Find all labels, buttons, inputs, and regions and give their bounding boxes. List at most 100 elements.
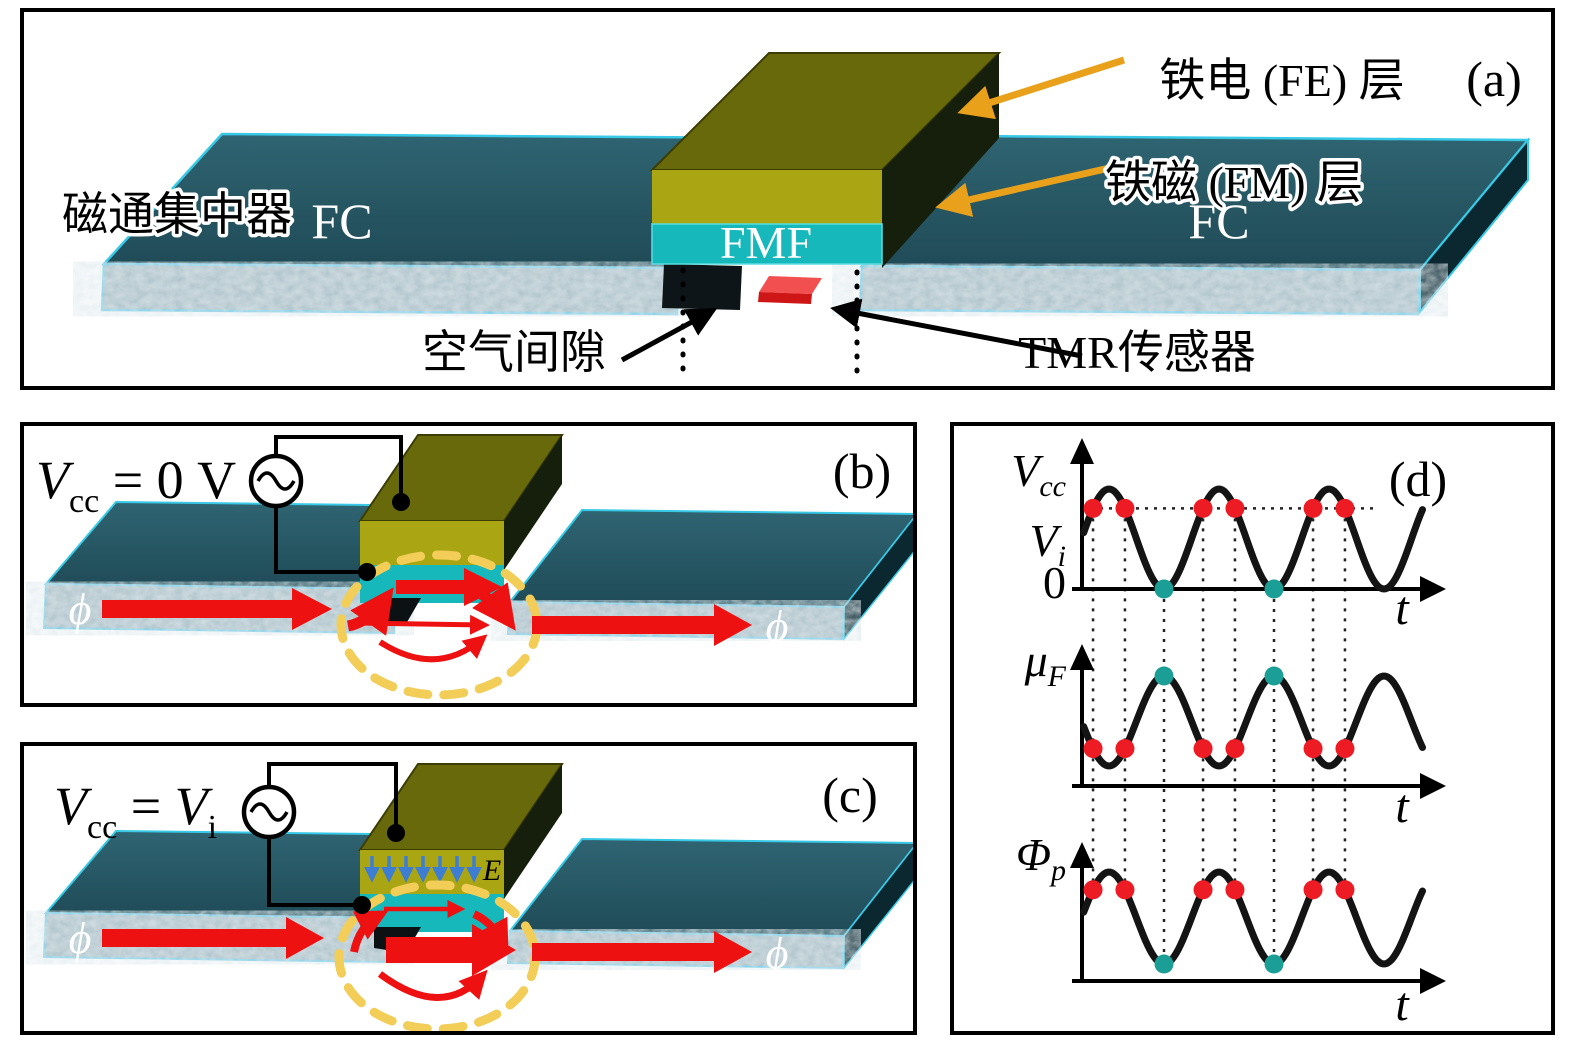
flux-enter-arrow: [350, 910, 389, 953]
x-axis-arrowhead-icon: [1420, 968, 1446, 994]
teal-sample-marker: [1154, 666, 1174, 686]
right-flux-concentrator-slab: [858, 134, 1531, 316]
red-sample-marker: [1115, 880, 1135, 900]
slab-right-side-face: [1419, 137, 1529, 315]
fe-layer-side-face: [504, 764, 562, 899]
fm-layer-label: 铁磁 (FM) 层: [1105, 157, 1363, 208]
red-sample-marker: [1335, 880, 1355, 900]
waveform-curve: [1080, 485, 1426, 593]
left-flux-concentrator-slab: [100, 132, 775, 316]
y-axis-label: 0: [1043, 557, 1066, 608]
x-axis-label: t: [1395, 978, 1410, 1031]
y-axis-label: Vi: [1030, 515, 1066, 573]
wire-top: [274, 435, 403, 500]
y-axis-label: μF: [1024, 635, 1067, 693]
slab-front-face: [100, 262, 681, 316]
panel-c-canvas: Vcc = Vi (c) ϕ ϕ E: [42, 762, 913, 1031]
red-sample-marker: [1193, 498, 1213, 518]
fe-fm-stack: [358, 434, 564, 624]
fe-layer-front-face: [652, 170, 882, 224]
teal-sample-marker: [1264, 579, 1284, 599]
vcc-equation: Vcc = Vi: [54, 776, 217, 846]
teal-sample-marker: [1154, 579, 1174, 599]
y-axis-arrowhead-icon: [1070, 842, 1094, 868]
slab-front-face: [858, 264, 1422, 316]
wire-bottom: [267, 837, 362, 907]
vcc-equation: Vcc = 0 V: [36, 450, 236, 520]
flux-exit-arrow: [471, 582, 516, 631]
terminal-dot-top: [392, 493, 410, 511]
red-sample-marker: [1303, 739, 1323, 759]
air-gap-label: 空气间隙: [422, 327, 606, 378]
red-sample-marker: [1115, 739, 1135, 759]
x-axis-arrowhead-icon: [1420, 773, 1446, 799]
red-sample-marker: [1335, 739, 1355, 759]
phi-label-left: ϕ: [69, 914, 92, 963]
panel-d-tag: (d): [1389, 451, 1447, 507]
ac-circuit: [241, 762, 405, 914]
flux-arrows: [102, 568, 752, 663]
flux-exit-arrow: [472, 910, 509, 953]
air-gap-pointer-arrow: [620, 308, 718, 363]
phi-arrow-left: [102, 588, 332, 630]
panel-c: Vcc = Vi (c) ϕ ϕ E: [20, 742, 917, 1035]
fe-fm-stack: [649, 52, 1002, 268]
panel-b-canvas: Vcc = 0 V (b) ϕ ϕ: [36, 434, 913, 700]
phi-label-right: ϕ: [766, 929, 789, 978]
phi-label-right: ϕ: [766, 602, 789, 651]
panel-a-tag: (a): [1466, 51, 1522, 107]
phi-arrow-right: [532, 604, 752, 646]
ac-circuit: [248, 435, 410, 581]
teal-sample-marker: [1154, 954, 1174, 974]
sine-glyph: [249, 802, 289, 822]
phi-arrow-left: [102, 917, 324, 959]
gap-shadow: [662, 264, 742, 310]
red-sample-marker: [1303, 880, 1323, 900]
fmf-label: FMF: [720, 217, 812, 268]
phi-arrow-right: [532, 931, 752, 973]
wire-top: [267, 762, 398, 831]
y-axis-arrowhead-icon: [1070, 644, 1094, 670]
fe-layer-pointer-arrow: [957, 56, 1126, 120]
wire-bottom: [274, 506, 367, 574]
red-sample-marker: [1193, 880, 1213, 900]
teal-sample-marker: [1264, 666, 1284, 686]
red-sample-marker: [1225, 880, 1245, 900]
terminal-dot-bottom: [358, 563, 376, 581]
terminal-dot-bottom: [353, 896, 371, 914]
tmr-sensor-label: TMR传感器: [1018, 327, 1256, 378]
x-axis-label: t: [1395, 582, 1410, 635]
gap-flux-big-arrow: [386, 924, 516, 976]
fe-layer-side-face: [504, 435, 562, 570]
red-sample-marker: [1115, 498, 1135, 518]
panel-b-tag: (b): [833, 443, 891, 499]
panel-c-tag: (c): [822, 767, 878, 823]
x-axis-label: t: [1395, 780, 1410, 833]
phi-label-left: ϕ: [69, 585, 92, 634]
terminal-dot-top: [387, 824, 405, 842]
red-sample-marker: [1083, 739, 1103, 759]
sine-glyph: [256, 471, 296, 491]
y-axis-label: Vcc: [1011, 445, 1066, 503]
fc-right-label: FC: [1188, 193, 1249, 249]
red-sample-marker: [1193, 739, 1213, 759]
flux-enter-arrow: [346, 587, 394, 636]
teal-sample-marker: [1264, 954, 1284, 974]
fe-layer-label: 铁电 (FE) 层: [1159, 55, 1404, 106]
waveform-plots: (d) Vcc Vi0 t μF t Φp t: [1011, 438, 1447, 1031]
tmr-sensor: [758, 276, 822, 304]
gap-flux-thin-arrow: [355, 614, 490, 635]
red-sample-marker: [1225, 498, 1245, 518]
red-sample-marker: [1083, 498, 1103, 518]
flux-arrows: [102, 900, 752, 1001]
red-sample-marker: [1225, 739, 1245, 759]
y-axis-label: Φp: [1016, 829, 1066, 887]
panel-a: 磁通集中器 FC FC FMF 空气间隙 TMR传感器 铁电 (FE) 层 (a…: [20, 8, 1555, 390]
red-sample-marker: [1303, 498, 1323, 518]
panel-b: Vcc = 0 V (b) ϕ ϕ: [20, 422, 917, 707]
e-field-label: E: [482, 854, 501, 887]
leak-flux-arc-arrow: [378, 634, 488, 663]
fm-layer-pointer-arrow: [935, 158, 1137, 217]
fc-left-label: FC: [311, 193, 372, 249]
